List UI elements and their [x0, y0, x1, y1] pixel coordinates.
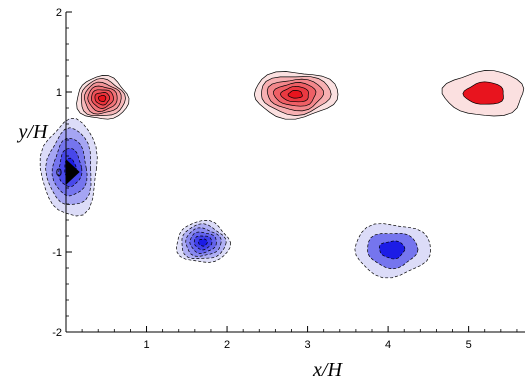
y-tick-label: 0: [56, 167, 62, 179]
negative-contour-level: [198, 238, 208, 247]
negative-vortex: [176, 220, 231, 263]
y-tick-label: -1: [52, 247, 62, 259]
negative-contour-level: [378, 240, 406, 260]
positive-vortex: [76, 75, 130, 120]
positive-contour-level: [287, 90, 303, 99]
axes: 1 2 3 4 5 2 1 0 -1 -2: [52, 7, 525, 351]
x-tick-label: 2: [224, 339, 230, 351]
y-axis-label: y/H: [17, 121, 49, 143]
y-tick-label: 2: [56, 7, 62, 19]
positive-vortex: [253, 71, 339, 120]
x-tick-label: 4: [385, 339, 391, 351]
x-tick-label: 5: [466, 339, 472, 351]
positive-vortex: [441, 70, 525, 117]
positive-contour-level: [462, 81, 504, 105]
vortex-layer: [39, 70, 525, 279]
bluff-body: [66, 159, 80, 185]
x-axis-label: x/H: [312, 359, 343, 381]
y-tick-label: -2: [52, 327, 62, 339]
positive-contour-level: [98, 94, 107, 102]
negative-vortex: [354, 223, 431, 279]
x-tick-label: 1: [143, 339, 149, 351]
x-tick-label: 3: [305, 339, 311, 351]
y-tick-label: 1: [56, 87, 62, 99]
